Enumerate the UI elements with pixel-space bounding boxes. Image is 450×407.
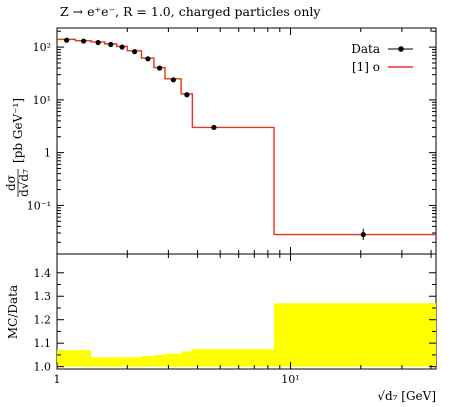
data-point	[145, 56, 151, 62]
ratio-band-bin	[153, 354, 165, 367]
ratio-y-tick-labels: 1.0 1.1 1.2 1.3 1.4	[34, 267, 52, 374]
ratio-y-axis-label: MC/Data	[6, 285, 20, 339]
ratio-y-tick-label: 1.2	[34, 314, 52, 327]
ratio-y-tick-label: 1.0	[34, 361, 52, 374]
ratio-band-bin	[104, 357, 128, 367]
main-y-tick-label: 10²	[33, 41, 51, 54]
ratio-band-bin	[91, 357, 105, 367]
data-point	[95, 39, 101, 46]
ratio-band-bin	[274, 303, 436, 367]
ratio-band-bin	[181, 351, 193, 367]
data-point	[360, 231, 366, 238]
main-y-tick-label: 10¹	[33, 94, 51, 107]
data-point	[81, 38, 87, 44]
data-point	[170, 77, 176, 83]
ratio-y-tick-label: 1.3	[34, 290, 52, 303]
data-point	[119, 44, 125, 50]
x-axis-label: √d₇ [GeV]	[377, 389, 436, 403]
ratio-band-bin	[83, 350, 92, 367]
data-point	[132, 49, 138, 55]
data-point	[184, 92, 190, 98]
y-label-numerator: dσ	[4, 175, 18, 191]
main-y-tick-label: 1	[44, 147, 51, 160]
mc-histogram-line	[57, 38, 436, 236]
ratio-band-bin	[192, 349, 275, 367]
x-tick-label: 10¹	[281, 373, 299, 386]
data-point	[156, 65, 163, 71]
data-point	[64, 37, 70, 43]
main-series-layer	[57, 37, 436, 241]
main-y-axis-label: dσ d√d₇ [pb GeV⁻¹]	[4, 98, 31, 197]
ratio-band-bin	[164, 353, 182, 367]
y-label-units: [pb GeV⁻¹]	[11, 98, 25, 163]
x-tick-label: 1	[54, 373, 61, 386]
ratio-band-layer	[57, 303, 436, 367]
data-point	[108, 41, 114, 48]
x-tick-labels: 1 10¹	[54, 373, 300, 386]
main-y-tick-labels: 10⁻¹ 1 10¹ 10²	[27, 41, 51, 212]
ratio-band-bin	[57, 350, 84, 367]
ratio-band-bin	[141, 356, 154, 367]
ratio-band-bin	[127, 357, 142, 367]
chart-title: Z → e⁺e⁻, R = 1.0, charged particles onl…	[60, 4, 321, 19]
ratio-y-tick-label: 1.1	[34, 337, 52, 350]
main-y-tick-label: 10⁻¹	[27, 199, 51, 212]
legend: Data [1] o	[351, 42, 413, 74]
legend-marker-data-point	[398, 46, 404, 52]
legend-label-data: Data	[351, 42, 380, 56]
data-point	[211, 124, 217, 131]
y-label-denominator: d√d₇	[17, 169, 31, 197]
main-axis-ticks	[56, 28, 436, 254]
ratio-axis-ticks	[56, 254, 436, 369]
legend-label-mc: [1] o	[352, 60, 380, 74]
ratio-y-tick-label: 1.4	[34, 267, 52, 280]
